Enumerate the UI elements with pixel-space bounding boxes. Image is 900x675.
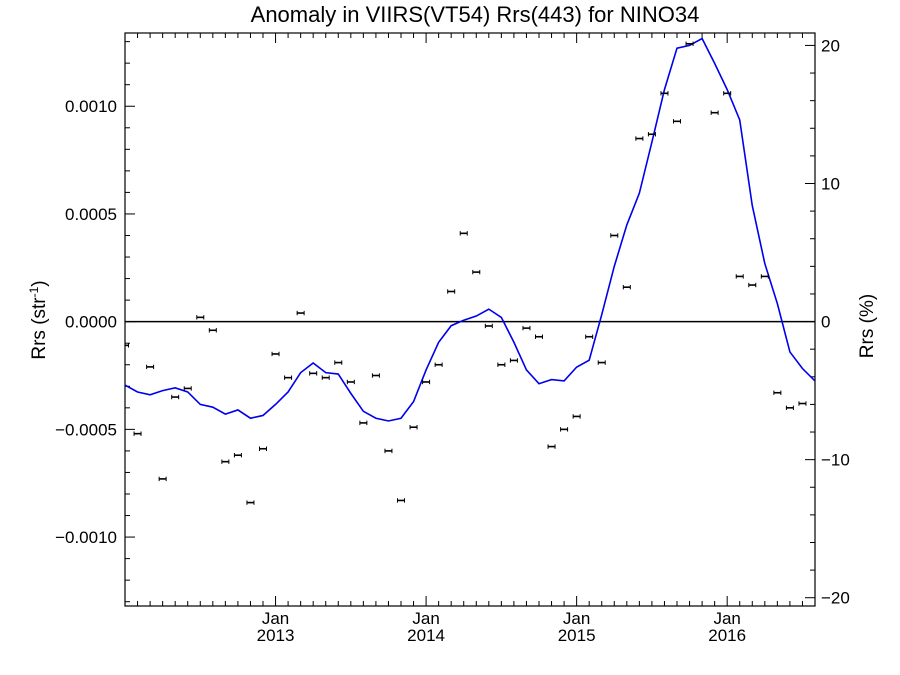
anomaly-data-point (359, 420, 368, 426)
anomaly-data-point (585, 334, 594, 339)
plot-frame (124, 32, 816, 607)
anomaly-data-point (246, 500, 255, 505)
anomaly-data-point (785, 405, 794, 411)
anomaly-data-point (397, 498, 405, 503)
left-tick-label: 0.0005 (65, 205, 117, 224)
anomaly-data-point (447, 289, 456, 294)
anomaly-data-point (196, 315, 205, 320)
anomaly-data-point (560, 427, 569, 432)
x-tick-month-label: Jan (563, 609, 590, 628)
left-tick-label: −0.0005 (55, 420, 117, 439)
anomaly-data-point (472, 269, 481, 275)
x-tick-month-label: Jan (412, 609, 439, 628)
x-tick-year-label: 2014 (407, 626, 445, 645)
anomaly-data-point (597, 360, 606, 365)
anomaly-data-point (484, 323, 493, 329)
anomaly-data-point (125, 343, 129, 348)
right-tick-label: −20 (821, 589, 850, 608)
anomaly-data-point (309, 371, 318, 376)
anomaly-data-point (572, 414, 581, 419)
anomaly-data-point (685, 41, 694, 46)
anomaly-data-point (346, 379, 355, 385)
anomaly-data-point (497, 362, 506, 367)
anomaly-data-point (371, 373, 380, 378)
right-tick-label: 20 (821, 36, 840, 55)
anomaly-data-point (384, 448, 393, 454)
anomaly-data-point (635, 136, 644, 141)
anomaly-data-point (710, 110, 719, 115)
anomaly-data-point (735, 274, 744, 279)
chart-title: Anomaly in VIIRS(VT54) Rrs(443) for NINO… (251, 2, 700, 27)
anomaly-data-point (547, 444, 556, 449)
data-layer (125, 37, 815, 505)
x-tick-year-label: 2016 (708, 626, 746, 645)
anomaly-data-point (773, 390, 782, 395)
anomaly-data-point (409, 425, 418, 430)
right-tick-label: 0 (821, 313, 830, 332)
anomaly-data-point (622, 284, 631, 290)
anomaly-data-point (334, 360, 343, 365)
right-tick-label: 10 (821, 174, 840, 193)
anomaly-data-point (183, 386, 192, 391)
anomaly-data-point (321, 375, 330, 380)
anomaly-data-point (760, 274, 769, 279)
anomaly-data-point (723, 91, 732, 96)
anomaly-data-point (158, 476, 167, 482)
anomaly-data-point (422, 379, 431, 385)
x-tick-year-label: 2015 (558, 626, 596, 645)
anomaly-data-point (284, 375, 293, 380)
anomaly-data-point (798, 401, 807, 406)
anomaly-data-point (660, 91, 669, 96)
anomaly-data-point (509, 358, 518, 363)
anomaly-data-point (208, 328, 217, 333)
anomaly-data-point (221, 459, 230, 464)
left-tick-label: 0.0000 (65, 313, 117, 332)
anomaly-data-point (233, 453, 242, 458)
left-axis-label-base: Rrs (str (29, 297, 50, 360)
anomaly-data-point (171, 394, 180, 400)
anomaly-data-point (434, 362, 443, 367)
right-axis-label: Rrs (%) (857, 294, 878, 358)
anomaly-data-point (296, 310, 305, 316)
anomaly-data-point (647, 132, 656, 137)
x-tick-year-label: 2013 (257, 626, 295, 645)
anomaly-data-point (522, 325, 531, 331)
x-tick-month-label: Jan (713, 609, 740, 628)
anomaly-data-point (673, 119, 681, 124)
anomaly-data-point (271, 351, 280, 357)
anomaly-data-point (259, 446, 267, 451)
anomaly-data-point (146, 364, 155, 370)
svg-text:Rrs (str-1): Rrs (str-1) (27, 280, 50, 359)
left-tick-label: 0.0010 (65, 97, 117, 116)
anomaly-data-point (748, 282, 757, 288)
x-tick-month-label: Jan (262, 609, 289, 628)
plot-area: 0.0010 0.0005 0.0000 −0.0005 −0.0010 20 10 0 −10… (55, 32, 850, 645)
left-axis-label: Rrs (str-1) (27, 280, 50, 359)
left-tick-label: −0.0010 (55, 528, 117, 547)
anomaly-data-point (610, 233, 619, 238)
right-tick-label: −10 (821, 451, 850, 470)
percent-anomaly-line (125, 37, 815, 422)
left-axis-label-sup: -1 (27, 286, 41, 297)
anomaly-data-point (133, 431, 142, 436)
left-axis-label-tail: ) (29, 280, 50, 286)
anomaly-data-point (535, 334, 543, 339)
anomaly-data-point (459, 231, 468, 236)
